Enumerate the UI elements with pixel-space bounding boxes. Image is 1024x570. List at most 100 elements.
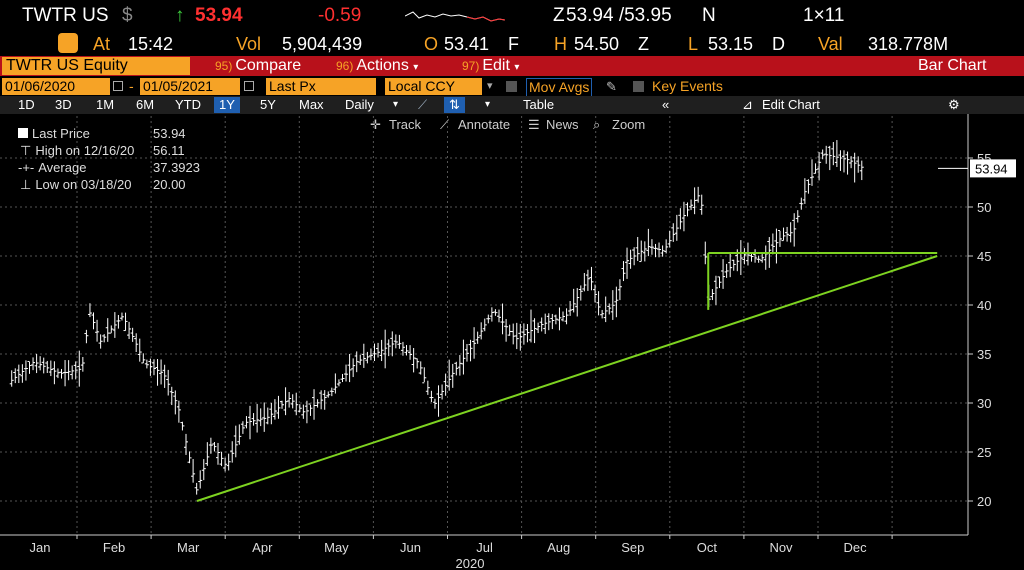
annotate-icon[interactable]: ⟋ (440, 117, 450, 132)
open-exchange: F (508, 34, 519, 54)
edit-button[interactable]: 97) Edit ▾ (462, 57, 519, 75)
frequency-select[interactable]: Daily (345, 97, 374, 112)
news-button[interactable]: News (546, 117, 579, 132)
x-tick-label: Oct (697, 540, 718, 555)
low-marker-icon: ⊥ (20, 177, 32, 192)
period-toolbar: 1D 3D 1M 6M YTD 1Y 5Y Max Daily ▾ ⟋ ⇅ ▾ … (0, 96, 1024, 114)
x-tick-label: May (324, 540, 349, 555)
period-1y[interactable]: 1Y (214, 97, 240, 113)
calendar-icon[interactable] (113, 81, 123, 91)
news-icon[interactable]: ☰ (528, 117, 540, 132)
last-price: 53.94 (195, 5, 243, 26)
currency-select[interactable]: Local CCY (385, 78, 482, 95)
legend-last-value: 53.94 (153, 126, 186, 141)
annotate-button[interactable]: Annotate (458, 117, 511, 132)
chart-type-title: Bar Chart (918, 57, 987, 74)
compare-num: 95) (215, 59, 233, 73)
track-button[interactable]: Track (389, 117, 422, 132)
vol-label: Vol (236, 34, 262, 54)
actions-button[interactable]: 96) Actions ▾ (336, 57, 418, 75)
period-1m[interactable]: 1M (96, 97, 115, 112)
tools-bar: ✛ Track ⟋ Annotate ☰ News ⌕ Zoom (0, 116, 1024, 134)
security-field[interactable]: TWTR US Equity (2, 57, 190, 75)
period-max[interactable]: Max (299, 97, 324, 112)
date-separator: - (129, 78, 134, 94)
legend-low-label: Low on 03/18/20 (35, 177, 132, 192)
mov-avgs-label[interactable]: Mov Avgs (526, 78, 593, 97)
edit-chart-button[interactable]: Edit Chart (762, 97, 820, 112)
clock-icon (58, 33, 78, 53)
x-tick-label: Nov (769, 540, 793, 555)
volume: 5,904,439 (282, 34, 363, 54)
x-tick-label: Jul (476, 540, 493, 555)
average-marker-icon: -+- (18, 160, 35, 175)
legend-high: ⊤ High on 12/16/20 56.11 (18, 143, 218, 160)
x-tick-label: Jun (400, 540, 421, 555)
legend-avg: -+- Average 37.3923 (18, 160, 218, 177)
bar-chart-icon[interactable]: ⇅ (444, 97, 465, 113)
line-chart-icon[interactable]: ⟋ (418, 97, 428, 112)
zoom-button[interactable]: Zoom (612, 117, 646, 132)
ask-exchange: N (702, 5, 716, 26)
compare-label: Compare (235, 57, 302, 74)
table-button[interactable]: Table (523, 97, 555, 112)
x-tick-label: Feb (103, 540, 125, 555)
currency-symbol: $ (122, 5, 133, 26)
net-change: -0.59 (318, 5, 362, 26)
legend-low: ⊥ Low on 03/18/20 20.00 (18, 177, 218, 194)
y-tick-label: 50 (977, 200, 991, 215)
pencil-icon[interactable]: ✎ (606, 79, 617, 94)
x-tick-label: Apr (252, 540, 273, 555)
end-date-field[interactable]: 01/05/2021 (140, 78, 240, 95)
collapse-icon[interactable]: « (662, 97, 670, 112)
y-tick-label: 45 (977, 249, 991, 264)
y-tick-label: 40 (977, 298, 991, 313)
stats-bar: At 15:42 Vol 5,904,439 O 53.41 F H 54.50… (0, 31, 1024, 55)
dropdown-arrow-icon[interactable]: ▾ (487, 80, 493, 92)
ticker[interactable]: TWTR US (22, 5, 109, 26)
high-exchange: Z (638, 34, 649, 54)
x-tick-label: Aug (547, 540, 570, 555)
settings-gear-icon[interactable]: ⚙ (948, 97, 960, 112)
dropdown-arrow-icon[interactable]: ▾ (485, 99, 491, 110)
x-tick-label: Mar (177, 540, 200, 555)
zoom-icon[interactable]: ⌕ (593, 117, 601, 132)
x-axis-label: 2020 (456, 556, 485, 570)
key-events-label[interactable]: Key Events (652, 78, 723, 94)
open-value: 53.41 (444, 34, 490, 54)
compare-button[interactable]: 95) Compare (215, 57, 301, 75)
calendar-icon[interactable] (244, 81, 254, 91)
high-value: 54.50 (574, 34, 620, 54)
edit-chart-icon[interactable]: ⊿ (742, 97, 753, 112)
high-label: H (554, 34, 567, 54)
actions-num: 96) (336, 59, 354, 73)
val-label: Val (818, 34, 843, 54)
legend-high-value: 56.11 (153, 143, 185, 158)
bid-ask-size: 1×11 (803, 5, 845, 26)
y-tick-label: 30 (977, 396, 991, 411)
period-5y[interactable]: 5Y (260, 97, 276, 112)
period-ytd[interactable]: YTD (175, 97, 201, 112)
key-events-checkbox[interactable] (633, 81, 644, 92)
period-3d[interactable]: 3D (55, 97, 72, 112)
sparkline (405, 11, 505, 22)
x-tick-label: Jan (30, 540, 51, 555)
quote-bar: TWTR US $ ↑ 53.94 -0.59 Z 53.94 /53.95 N… (0, 0, 1024, 30)
bid-exchange: Z (553, 5, 565, 26)
dropdown-arrow-icon[interactable]: ▾ (393, 99, 399, 110)
legend-avg-value: 37.3923 (153, 160, 200, 175)
at-label: At (93, 34, 111, 54)
period-1d[interactable]: 1D (18, 97, 35, 112)
period-6m[interactable]: 6M (136, 97, 155, 112)
last-price-tag-label: 53.94 (975, 161, 1008, 176)
dropdown-arrow-icon: ▾ (413, 62, 419, 73)
field-select[interactable]: Last Px (266, 78, 376, 95)
mov-avgs-checkbox[interactable] (506, 81, 517, 92)
track-icon[interactable]: ✛ (370, 117, 381, 132)
trendline (196, 255, 938, 502)
low-value: 53.15 (708, 34, 754, 54)
val-value: 318.778M (868, 34, 949, 54)
last-time: 15:42 (128, 34, 174, 54)
start-date-field[interactable]: 01/06/2020 (2, 78, 110, 95)
